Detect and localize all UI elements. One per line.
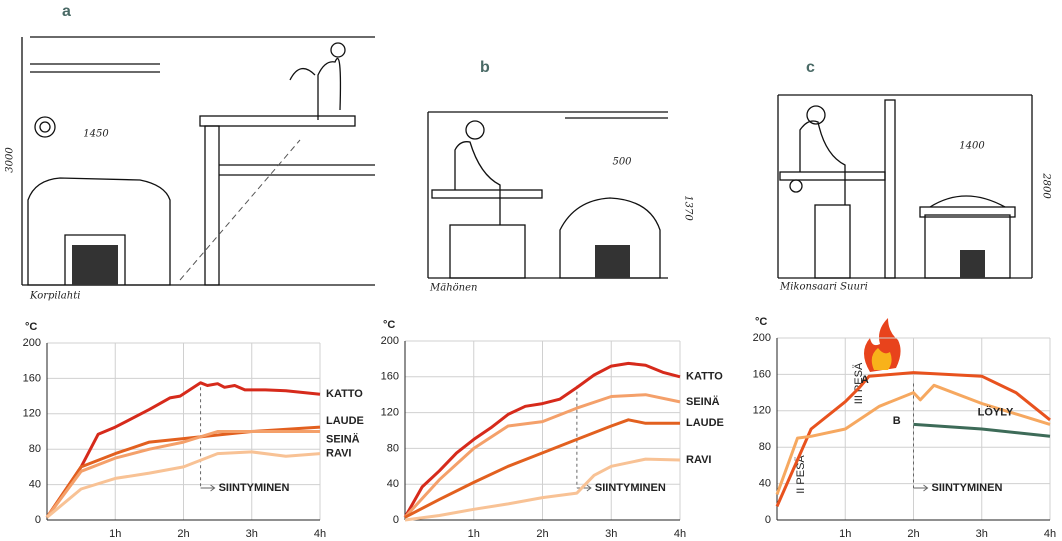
y-tick-label: 40 bbox=[29, 479, 41, 491]
x-tick-label: 4h bbox=[314, 528, 326, 540]
series-label: SEINÄ bbox=[326, 432, 360, 445]
series-line bbox=[45, 430, 320, 519]
series-label: B bbox=[893, 415, 901, 427]
y-tick-label: 0 bbox=[35, 514, 41, 526]
y-tick-label: 40 bbox=[387, 478, 399, 490]
x-tick-label: 3h bbox=[976, 528, 988, 540]
y-tick-label: 200 bbox=[23, 337, 41, 349]
series-label: A bbox=[861, 374, 869, 386]
sketch-caption: Korpilahti bbox=[29, 291, 80, 302]
y-tick-label: 160 bbox=[753, 368, 771, 380]
dimension-label: 500 bbox=[612, 157, 632, 168]
annotation: III PESÄ bbox=[853, 362, 865, 404]
series-line bbox=[45, 381, 321, 519]
y-axis-label: °C bbox=[25, 321, 37, 333]
series-label: SEINÄ bbox=[686, 395, 720, 408]
series-line bbox=[403, 393, 681, 519]
x-tick-label: 1h bbox=[839, 528, 851, 540]
y-tick-label: 120 bbox=[381, 407, 399, 419]
y-tick-label: 0 bbox=[765, 514, 771, 526]
annotation: SIINTYMINEN bbox=[219, 482, 290, 494]
series-line bbox=[404, 457, 681, 522]
dimension-label: 2800 bbox=[1041, 172, 1052, 199]
x-tick-label: 4h bbox=[1044, 528, 1056, 540]
sketch-caption: Mähönen bbox=[429, 283, 477, 294]
panel-letter: a bbox=[62, 3, 71, 20]
annotation: II PESÄ bbox=[795, 455, 807, 494]
y-axis-label: °C bbox=[383, 319, 395, 331]
annotation: SIINTYMINEN bbox=[595, 482, 666, 494]
y-tick-label: 160 bbox=[23, 372, 41, 384]
y-tick-label: 200 bbox=[381, 335, 399, 347]
y-tick-label: 120 bbox=[753, 405, 771, 417]
dimension-label: 1450 bbox=[83, 129, 109, 140]
x-tick-label: 2h bbox=[177, 528, 189, 540]
annotation: SIINTYMINEN bbox=[932, 482, 1003, 494]
series-label: LAUDE bbox=[686, 417, 724, 429]
series-line bbox=[775, 383, 1051, 496]
series-label: RAVI bbox=[686, 454, 711, 466]
series-label: KATTO bbox=[686, 371, 723, 383]
series-label: KATTO bbox=[326, 388, 363, 400]
arrow bbox=[200, 484, 216, 492]
y-tick-label: 0 bbox=[393, 514, 399, 526]
series-line bbox=[403, 361, 681, 519]
arrow bbox=[913, 484, 929, 492]
sketch-a bbox=[21, 36, 375, 286]
x-tick-label: 3h bbox=[246, 528, 258, 540]
x-tick-label: 3h bbox=[605, 528, 617, 540]
series-line bbox=[404, 418, 680, 519]
fire-icon bbox=[864, 318, 901, 372]
series-label: RAVI bbox=[326, 448, 351, 460]
y-tick-label: 80 bbox=[387, 442, 399, 454]
y-tick-label: 80 bbox=[29, 443, 41, 455]
panel-letter: c bbox=[806, 59, 815, 76]
y-tick-label: 80 bbox=[759, 441, 771, 453]
sketch-caption: Mikonsaari Suuri bbox=[779, 282, 868, 293]
series-label: LAUDE bbox=[326, 415, 364, 427]
panel-letter: b bbox=[480, 59, 490, 76]
y-tick-label: 200 bbox=[753, 332, 771, 344]
x-tick-label: 4h bbox=[674, 528, 686, 540]
y-tick-label: 40 bbox=[759, 478, 771, 490]
series-label: LÖYLY bbox=[978, 405, 1014, 418]
y-tick-label: 160 bbox=[381, 371, 399, 383]
x-tick-label: 1h bbox=[109, 528, 121, 540]
dimension-label: 1400 bbox=[959, 141, 985, 152]
dimension-label: 3000 bbox=[5, 147, 16, 173]
sketch-c bbox=[777, 94, 1033, 279]
y-tick-label: 120 bbox=[23, 408, 41, 420]
x-tick-label: 2h bbox=[536, 528, 548, 540]
y-axis-label: °C bbox=[755, 316, 767, 328]
dimension-label: 1370 bbox=[683, 195, 694, 221]
sketch-b bbox=[427, 111, 668, 279]
x-tick-label: 1h bbox=[468, 528, 480, 540]
series-line bbox=[913, 422, 1051, 438]
x-tick-label: 2h bbox=[907, 528, 919, 540]
series-line bbox=[775, 371, 1051, 508]
series-line bbox=[46, 450, 321, 519]
